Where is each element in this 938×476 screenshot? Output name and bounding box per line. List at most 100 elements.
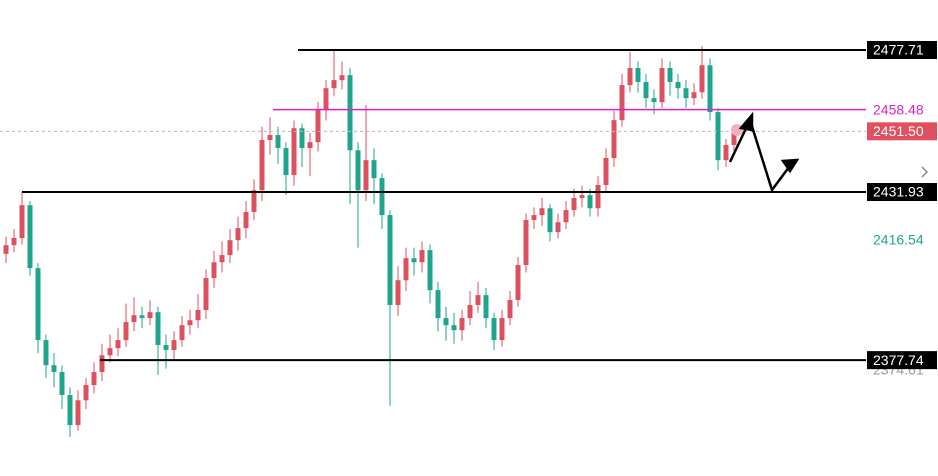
candle-body xyxy=(427,250,433,291)
candle-body xyxy=(387,215,393,306)
candle-body xyxy=(715,112,721,161)
candle-body xyxy=(195,309,201,321)
candle-body xyxy=(547,208,553,233)
price-label: 2416.54 xyxy=(873,231,924,247)
price-axis: 2374.612416.542477.712458.482451.502431.… xyxy=(867,41,937,378)
candle-body xyxy=(571,198,577,211)
candle-body xyxy=(699,65,705,93)
candle-body xyxy=(27,205,33,269)
candle-body xyxy=(491,318,497,341)
candle-body xyxy=(139,315,145,319)
candle-body xyxy=(731,131,737,145)
candle-body xyxy=(67,394,73,426)
price-label: 2477.71 xyxy=(873,42,924,58)
candle-body xyxy=(651,98,657,103)
candle-body xyxy=(251,190,257,212)
candle-body xyxy=(451,325,457,331)
candle-body xyxy=(307,142,313,149)
candle-body xyxy=(283,148,289,176)
candle-body xyxy=(59,372,65,395)
marker xyxy=(731,124,743,136)
candle-body xyxy=(563,210,569,223)
candle-body xyxy=(611,120,617,158)
candle-body xyxy=(267,135,273,141)
candle-body xyxy=(299,128,305,149)
candle-body xyxy=(347,75,353,151)
candle-body xyxy=(603,157,609,185)
candle-body xyxy=(723,144,729,161)
candle-body xyxy=(147,312,153,319)
candle-body xyxy=(243,211,249,229)
price-label-box xyxy=(867,183,937,202)
plot-area xyxy=(0,46,866,437)
candle-body xyxy=(171,340,177,351)
candle-body xyxy=(411,258,417,263)
candle-body xyxy=(691,92,697,99)
candle-body xyxy=(211,262,217,279)
candle-body xyxy=(515,265,521,301)
candle-body xyxy=(467,305,473,319)
price-label: 2458.48 xyxy=(873,101,924,117)
candle-body xyxy=(667,68,673,82)
price-label-box xyxy=(867,41,937,60)
candle-body xyxy=(403,258,409,281)
candle-body xyxy=(355,150,361,191)
candle-body xyxy=(539,208,545,216)
candle-body xyxy=(123,322,129,341)
candle-body xyxy=(3,245,9,254)
candle-body xyxy=(587,195,593,209)
candle-body xyxy=(395,280,401,306)
candle-body xyxy=(115,340,121,349)
candle-body xyxy=(315,110,321,143)
candle-body xyxy=(19,205,25,239)
candle-body xyxy=(291,128,297,176)
price-label: 2451.50 xyxy=(873,123,924,139)
candle-body xyxy=(531,215,537,221)
candle-body xyxy=(187,320,193,326)
candle-body xyxy=(443,318,449,326)
candle-body xyxy=(499,318,505,341)
price-label-box xyxy=(867,351,937,370)
candle-body xyxy=(107,348,113,356)
candle-body xyxy=(203,278,209,310)
candle-body xyxy=(459,318,465,331)
candle-body xyxy=(555,222,561,233)
candle-body xyxy=(259,140,265,191)
candle-body xyxy=(275,135,281,149)
candle-body xyxy=(51,365,57,373)
candle-body xyxy=(363,160,369,191)
candle-body xyxy=(99,355,105,373)
arrow-head xyxy=(738,111,754,132)
candle-body xyxy=(331,80,337,89)
price-label: 2377.74 xyxy=(873,352,924,368)
candle-body xyxy=(635,68,641,82)
candle-body xyxy=(83,385,89,401)
candle-body xyxy=(435,290,441,319)
candle-body xyxy=(43,340,49,366)
candle-body xyxy=(163,345,169,351)
candle-body xyxy=(379,178,385,216)
candle-body xyxy=(235,228,241,241)
arrow-path xyxy=(728,116,794,193)
candle-body xyxy=(523,220,529,266)
candle-body xyxy=(627,68,633,86)
candle-body xyxy=(675,81,681,89)
candle-body xyxy=(419,250,425,263)
candle-body xyxy=(155,312,161,346)
candle-body xyxy=(339,75,345,81)
candle-body xyxy=(483,295,489,319)
candle-body xyxy=(35,268,41,341)
scroll-chevron[interactable] xyxy=(921,166,929,178)
candle-body xyxy=(659,68,665,103)
candle-body xyxy=(75,400,81,426)
candle-body xyxy=(475,295,481,306)
candle-body xyxy=(683,88,689,99)
candle-body xyxy=(507,300,513,319)
candle-body xyxy=(219,255,225,263)
candle-body xyxy=(579,195,585,199)
candle-body xyxy=(11,238,17,246)
candle-body xyxy=(595,184,601,209)
candle-body xyxy=(619,85,625,121)
